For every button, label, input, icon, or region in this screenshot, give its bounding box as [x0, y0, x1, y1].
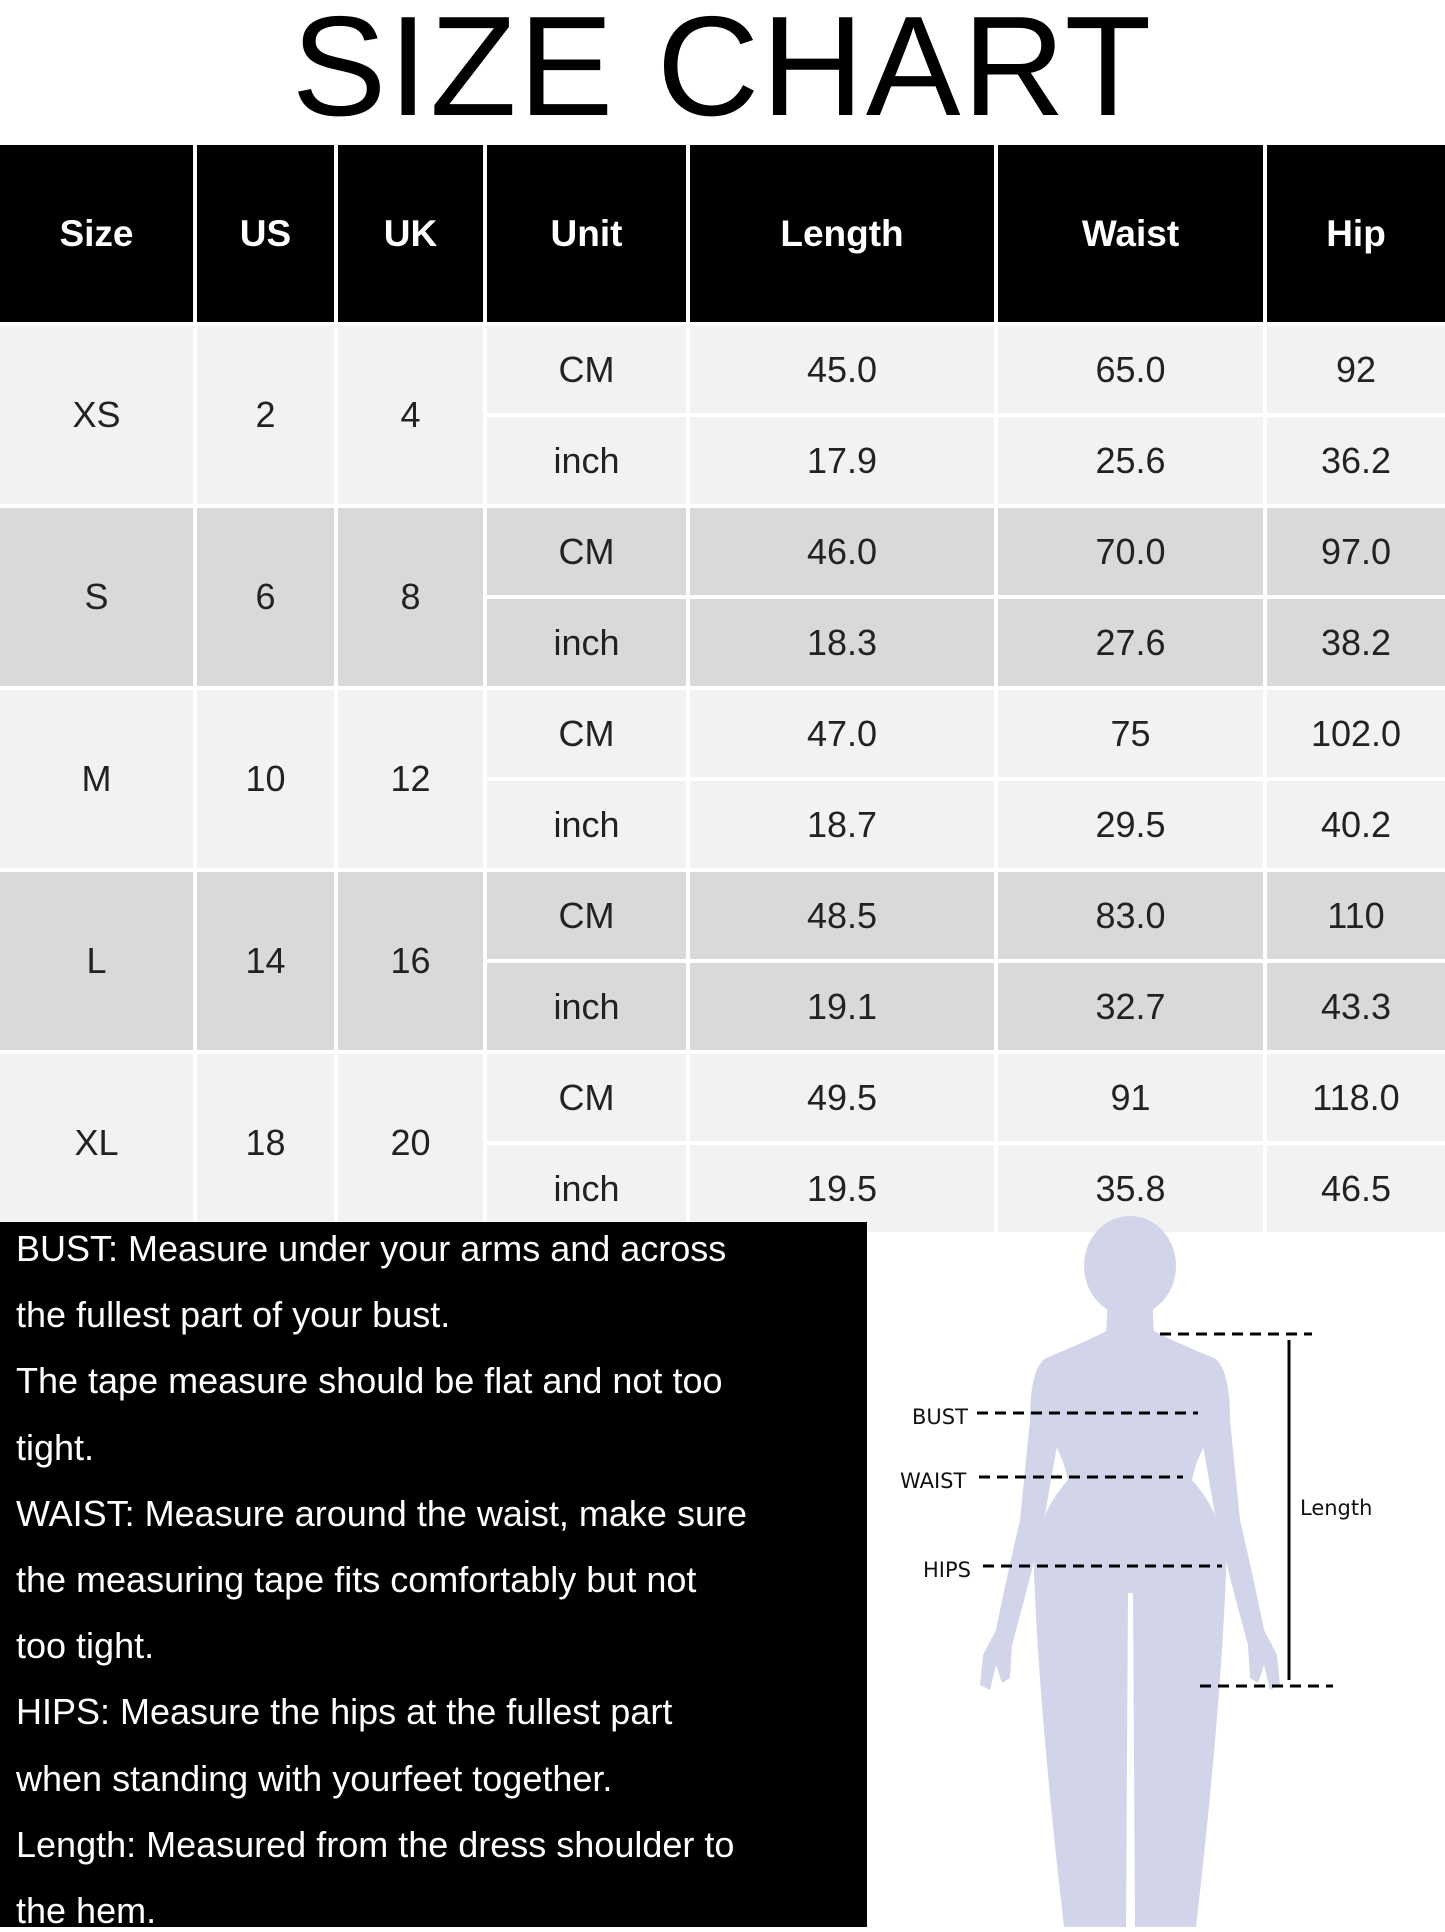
us-size-cell: 14	[197, 872, 334, 1050]
instruction-line: WAIST: Measure around the waist, make su…	[16, 1492, 747, 1534]
waist-cell: 29.5	[998, 781, 1263, 868]
waist-cell: 27.6	[998, 599, 1263, 686]
waist-cell: 25.6	[998, 417, 1263, 504]
unit-cell: inch	[487, 599, 686, 686]
size-cell: S	[0, 508, 193, 686]
measurement-instructions: BUST: Measure under your arms and across…	[0, 1222, 867, 1931]
length-cell: 46.0	[690, 508, 994, 595]
waist-cell: 65.0	[998, 326, 1263, 413]
waist-cell: 32.7	[998, 963, 1263, 1050]
unit-cell: CM	[487, 508, 686, 595]
length-label: Length	[1300, 1496, 1372, 1520]
size-cell: XL	[0, 1054, 193, 1232]
length-cell: 19.5	[690, 1145, 994, 1232]
waist-cell: 83.0	[998, 872, 1263, 959]
length-cell: 18.7	[690, 781, 994, 868]
uk-size-cell: 12	[338, 690, 483, 868]
silhouette-torso	[1032, 1330, 1228, 1927]
unit-cell: CM	[487, 326, 686, 413]
waist-cell: 91	[998, 1054, 1263, 1141]
instruction-line: BUST: Measure under your arms and across	[16, 1228, 727, 1269]
length-cell: 49.5	[690, 1054, 994, 1141]
hip-cell: 43.3	[1267, 963, 1445, 1050]
size-cell: M	[0, 690, 193, 868]
unit-cell: CM	[487, 690, 686, 777]
uk-size-cell: 8	[338, 508, 483, 686]
waist-label: WAIST	[900, 1469, 967, 1493]
unit-cell: inch	[487, 781, 686, 868]
uk-size-cell: 4	[338, 326, 483, 504]
waist-cell: 75	[998, 690, 1263, 777]
uk-size-cell: 16	[338, 872, 483, 1050]
unit-cell: inch	[487, 963, 686, 1050]
instruction-line: when standing with yourfeet together.	[16, 1757, 613, 1799]
instruction-line: The tape measure should be flat and not …	[16, 1360, 723, 1402]
hip-cell: 40.2	[1267, 781, 1445, 868]
instruction-line: HIPS: Measure the hips at the fullest pa…	[16, 1691, 673, 1733]
uk-size-cell: 20	[338, 1054, 483, 1232]
silhouette-left-arm	[980, 1358, 1058, 1690]
instruction-line: the fullest part of your bust.	[16, 1294, 451, 1336]
instruction-line: too tight.	[16, 1625, 155, 1667]
instruction-line: Length: Measured from the dress shoulder…	[16, 1823, 735, 1865]
unit-cell: CM	[487, 1054, 686, 1141]
instruction-line: the hem.	[16, 1890, 157, 1931]
length-cell: 17.9	[690, 417, 994, 504]
silhouette-neck	[1106, 1295, 1154, 1340]
column-header-waist: Waist	[998, 145, 1263, 322]
column-header-size: Size	[0, 145, 193, 322]
instruction-line: tight.	[16, 1426, 95, 1468]
hip-cell: 97.0	[1267, 508, 1445, 595]
us-size-cell: 18	[197, 1054, 334, 1232]
instruction-line: the measuring tape fits comfortably but …	[16, 1559, 697, 1600]
hip-cell: 110	[1267, 872, 1445, 959]
hips-label: HIPS	[923, 1558, 971, 1582]
page-title: SIZE CHART	[291, 0, 1154, 146]
hip-cell: 36.2	[1267, 417, 1445, 504]
us-size-cell: 6	[197, 508, 334, 686]
unit-cell: inch	[487, 417, 686, 504]
hip-cell: 102.0	[1267, 690, 1445, 777]
hip-cell: 92	[1267, 326, 1445, 413]
size-chart-table: Size US UK Unit Length Waist Hip XS 2 4 CM 45.0 65.0…	[0, 145, 1445, 1232]
column-header-length: Length	[690, 145, 994, 322]
us-size-cell: 10	[197, 690, 334, 868]
silhouette-right-arm	[1202, 1358, 1280, 1690]
length-cell: 47.0	[690, 690, 994, 777]
hip-cell: 46.5	[1267, 1145, 1445, 1232]
unit-cell: CM	[487, 872, 686, 959]
column-header-unit: Unit	[487, 145, 686, 322]
size-cell: L	[0, 872, 193, 1050]
waist-cell: 35.8	[998, 1145, 1263, 1232]
length-cell: 48.5	[690, 872, 994, 959]
silhouette	[980, 1216, 1280, 1927]
column-header-us: US	[197, 145, 334, 322]
bust-label: BUST	[912, 1405, 968, 1429]
unit-cell: inch	[487, 1145, 686, 1232]
us-size-cell: 2	[197, 326, 334, 504]
length-cell: 18.3	[690, 599, 994, 686]
size-cell: XS	[0, 326, 193, 504]
column-header-uk: UK	[338, 145, 483, 322]
waist-cell: 70.0	[998, 508, 1263, 595]
column-header-hip: Hip	[1267, 145, 1445, 322]
hip-cell: 38.2	[1267, 599, 1445, 686]
hip-cell: 118.0	[1267, 1054, 1445, 1141]
length-cell: 45.0	[690, 326, 994, 413]
length-cell: 19.1	[690, 963, 994, 1050]
